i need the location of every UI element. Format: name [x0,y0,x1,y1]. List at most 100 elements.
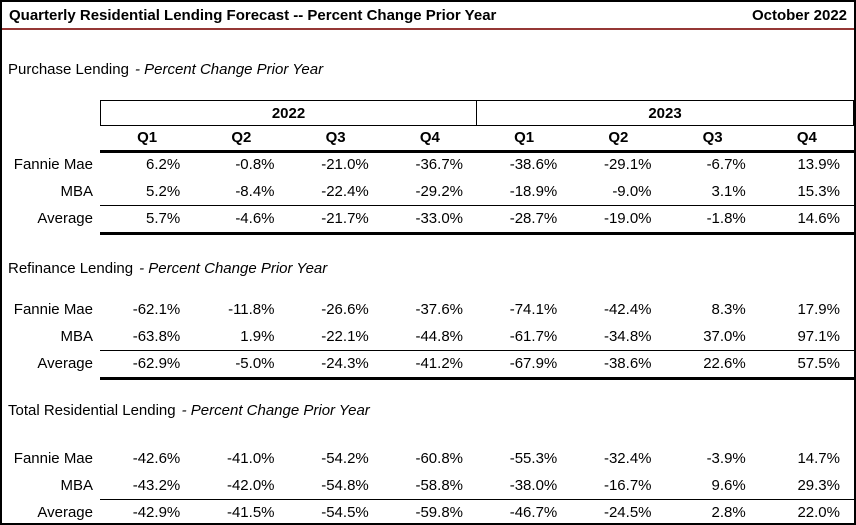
value-cell: 9.6% [665,473,760,500]
value-cell: -42.9% [100,500,194,523]
quarter-header-row: Q1 Q2 Q3 Q4 Q1 Q2 Q3 Q4 [2,126,854,153]
quarter-header: Q2 [571,126,666,153]
refinance-table: Fannie Mae -62.1% -11.8% -26.6% -37.6% -… [2,297,854,380]
quarter-header: Q3 [288,126,383,153]
section-title-purchase: Purchase Lending - Percent Change Prior … [8,58,854,80]
value-cell: -6.7% [706,156,746,173]
value-cell: -42.6% [132,450,181,467]
section-title-total: Total Residential Lending - Percent Chan… [8,399,854,421]
value-cell: 22.0% [760,500,854,523]
value-cell: -18.9% [477,179,572,206]
value-cell: -61.7% [477,324,572,351]
year-header-row: 2022 2023 [2,100,854,126]
table-row-average: Average -62.9% -5.0% -24.3% -41.2% -67.9… [2,351,854,380]
spacer-cell [2,126,100,153]
section-title-refinance: Refinance Lending - Percent Change Prior… [8,257,854,279]
report-date: October 2022 [751,6,847,24]
value-cell: -29.1% [603,156,652,173]
value-cell: -8.4% [194,179,289,206]
purchase-table: 2022 2023 Q1 Q2 Q3 Q4 Q1 Q2 Q3 Q4 Fannie… [2,100,854,235]
value-cell: -24.3% [288,351,383,380]
value-cell: -21.7% [288,206,383,235]
value-cell: 3.1% [665,179,760,206]
value-cell: -55.3% [509,450,558,467]
value-cell: -41.0% [226,450,275,467]
value-cell: -67.9% [477,351,572,380]
value-cell: 1.9% [194,324,289,351]
value-cell: -21.0% [321,156,369,173]
value-cell: 22.6% [665,351,760,380]
value-cell: -43.2% [100,473,195,500]
value-cell: 17.9% [797,301,840,318]
row-label: Fannie Mae [13,301,93,318]
section-subtitle: - Percent Change Prior Year [134,60,324,78]
row-label: MBA [60,328,93,345]
table-row-fannie-mae: Fannie Mae 6.2% -0.8% -21.0% -36.7% -38.… [2,152,854,179]
table-row-fannie-mae: Fannie Mae -62.1% -11.8% -26.6% -37.6% -… [2,297,854,324]
value-cell: -38.6% [509,156,558,173]
value-cell: -1.8% [665,206,760,235]
row-label: Average [37,355,93,372]
year-header-2023: 2023 [477,100,854,126]
value-cell: -38.0% [477,473,572,500]
quarter-header: Q1 [100,126,195,153]
value-cell: -41.5% [194,500,288,523]
value-cell: 8.3% [711,301,746,318]
value-cell: -33.0% [382,206,477,235]
value-cell: -11.8% [228,301,275,318]
value-cell: -0.8% [235,156,275,173]
value-cell: 5.2% [100,179,195,206]
value-cell: 2.8% [666,500,760,523]
value-cell: -42.4% [603,301,652,318]
section-name: Purchase Lending [8,60,129,78]
table-row-mba: MBA -43.2% -42.0% -54.8% -58.8% -38.0% -… [2,473,854,500]
value-cell: 13.9% [797,156,840,173]
value-cell: -9.0% [571,179,666,206]
value-cell: -54.2% [321,450,369,467]
row-label: MBA [60,183,93,200]
value-cell: -5.0% [194,351,289,380]
value-cell: -28.7% [477,206,572,235]
value-cell: -59.8% [383,500,477,523]
table-row-fannie-mae: Fannie Mae -42.6% -41.0% -54.2% -60.8% -… [2,446,854,473]
value-cell: 29.3% [759,473,854,500]
table-row-mba: MBA -63.8% 1.9% -22.1% -44.8% -61.7% -34… [2,324,854,351]
value-cell: 57.5% [759,351,854,380]
value-cell: -16.7% [571,473,666,500]
value-cell: -19.0% [571,206,666,235]
value-cell: -60.8% [415,450,463,467]
value-cell: -42.0% [194,473,289,500]
value-cell: -22.4% [288,179,383,206]
table-row-average: Average -42.9% -41.5% -54.5% -59.8% -46.… [2,500,854,523]
value-cell: -74.1% [509,301,558,318]
page-title: Quarterly Residential Lending Forecast -… [9,6,497,24]
value-cell: -24.5% [571,500,665,523]
value-cell: -29.2% [382,179,477,206]
value-cell: 14.6% [759,206,854,235]
value-cell: -26.6% [321,301,369,318]
value-cell: -37.6% [415,301,463,318]
value-cell: -4.6% [194,206,289,235]
value-cell: 6.2% [146,156,181,173]
title-rule-divider [2,28,854,30]
value-cell: -36.7% [415,156,463,173]
row-label: Average [37,504,93,521]
value-cell: 5.7% [100,206,195,235]
value-cell: -63.8% [100,324,195,351]
value-cell: -38.6% [571,351,666,380]
value-cell: -46.7% [477,500,571,523]
section-name: Total Residential Lending [8,401,176,419]
section-name: Refinance Lending [8,259,134,277]
value-cell: -34.8% [571,324,666,351]
value-cell: 37.0% [665,324,760,351]
spacer-cell [2,100,100,126]
row-label: Fannie Mae [13,156,93,173]
total-table: Fannie Mae -42.6% -41.0% -54.2% -60.8% -… [2,446,854,523]
value-cell: -54.5% [289,500,383,523]
value-cell: 15.3% [759,179,854,206]
table-row-mba: MBA 5.2% -8.4% -22.4% -29.2% -18.9% -9.0… [2,179,854,206]
value-cell: 14.7% [797,450,840,467]
year-header-2022: 2022 [100,100,477,126]
value-cell: -3.9% [706,450,746,467]
